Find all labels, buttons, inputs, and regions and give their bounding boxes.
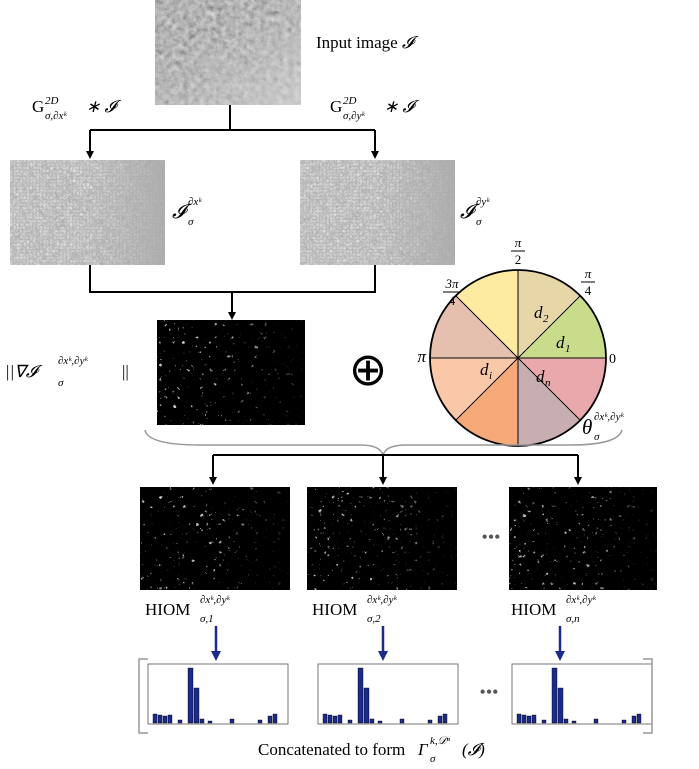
- bin-label: d: [556, 333, 565, 352]
- filter-x-rest: ∗ 𝓘: [86, 97, 121, 116]
- caption-symbol: Γ: [417, 740, 429, 759]
- hiom-label: HIOM: [511, 600, 556, 619]
- magnitude-sub: σ: [58, 377, 64, 389]
- histogram: [317, 663, 459, 725]
- magnitude-image: [157, 320, 305, 425]
- hiom-label: HIOM: [312, 600, 357, 619]
- hiom-sub: σ,2: [367, 613, 381, 625]
- angle-num: π: [515, 235, 522, 250]
- histogram: [511, 663, 653, 725]
- ellipsis: •••: [482, 527, 501, 547]
- input-symbol: 𝓘: [402, 33, 419, 52]
- theta-sup: ∂xᵏ,∂yᵏ: [594, 411, 624, 423]
- theta-base: θ: [582, 415, 592, 439]
- hiom-sup: ∂xᵏ,∂yᵏ: [566, 594, 596, 606]
- filter-y-base: G: [330, 97, 342, 116]
- magnitude-close: ||: [122, 362, 129, 381]
- caption-arg: (𝓘): [462, 740, 485, 759]
- connector: [90, 105, 375, 131]
- angle-pi: π: [417, 347, 426, 366]
- filter-x-base: G: [32, 97, 44, 116]
- angle-num: π: [585, 266, 592, 281]
- deriv-x-sub: σ: [188, 216, 194, 228]
- caption-sub: σ: [430, 753, 436, 765]
- deriv-y-sub: σ: [476, 216, 482, 228]
- bin-sub: 1: [565, 343, 571, 355]
- angle-den: 4: [449, 293, 456, 308]
- magnitude-sup: ∂xᵏ,∂yᵏ: [58, 355, 88, 367]
- angle-zero: 0: [609, 352, 616, 367]
- magnitude-open: ||∇𝓘: [5, 362, 43, 381]
- bin-label: d: [480, 360, 489, 379]
- hiom-map-image: [509, 487, 657, 590]
- deriv-x-sup: ∂xᵏ: [188, 196, 202, 208]
- hiom-label: HIOM: [145, 600, 190, 619]
- bin-sub: i: [489, 370, 492, 382]
- caption-sup: k,𝒟ⁿ: [430, 735, 450, 747]
- hiom-sup: ∂xᵏ,∂yᵏ: [200, 594, 230, 606]
- input-image: [155, 0, 301, 105]
- bin-sub: n: [545, 377, 551, 389]
- bin-sub: 2: [543, 313, 549, 325]
- filter-y-sub: σ,∂yᵏ: [343, 110, 365, 122]
- deriv-y-sup: ∂yᵏ: [476, 196, 490, 208]
- bin-label: d: [534, 303, 543, 322]
- input-label: Input image 𝓘: [316, 33, 419, 52]
- input-label-text: Input image: [316, 33, 398, 52]
- filter-x-sub: σ,∂xᵏ: [45, 110, 67, 122]
- derivative-y-image: [300, 160, 455, 265]
- magnitude-label: ||∇𝓘: [5, 362, 43, 381]
- angle-den: 2: [515, 252, 522, 267]
- derivative-x-image: [10, 160, 165, 265]
- hiom-sub: σ,n: [566, 613, 580, 625]
- ellipsis: •••: [480, 682, 499, 702]
- orientation-wheel: [429, 269, 607, 447]
- theta-sub: σ: [594, 431, 600, 443]
- filter-y-rest: ∗ 𝓘: [384, 97, 419, 116]
- angle-num: 3π: [444, 276, 459, 291]
- hiom-map-image: [307, 487, 457, 590]
- caption: Concatenated to form: [258, 740, 405, 759]
- connector: [89, 265, 376, 293]
- hiom-map-image: [140, 487, 290, 590]
- hiom-sub: σ,1: [200, 613, 214, 625]
- bracket: [138, 658, 653, 734]
- angle-den: 4: [585, 283, 592, 298]
- hiom-sup: ∂xᵏ,∂yᵏ: [367, 594, 397, 606]
- combine-symbol: ⊕: [349, 344, 388, 395]
- filter-x-sup: 2D: [45, 95, 59, 107]
- histogram: [147, 663, 289, 725]
- filter-y-sup: 2D: [343, 95, 357, 107]
- bin-label: d: [536, 367, 545, 386]
